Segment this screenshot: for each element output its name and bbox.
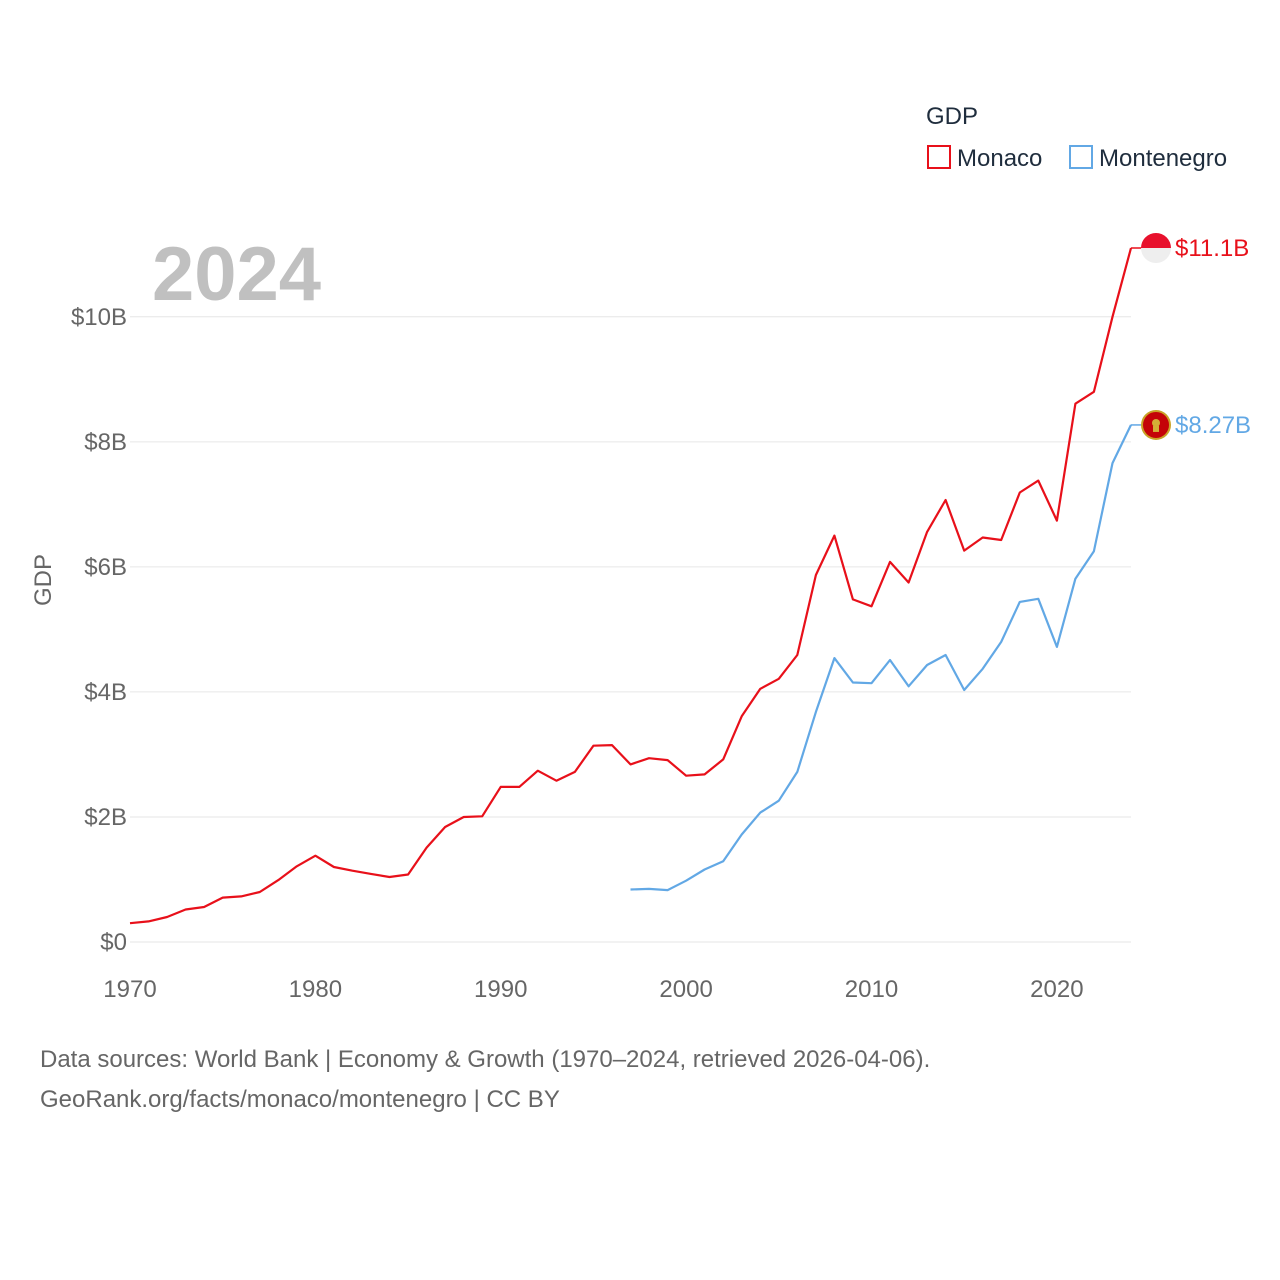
legend-swatch-montenegro xyxy=(1069,145,1093,169)
y-tick-label: $6B xyxy=(84,554,127,581)
gdp-line-chart: $0 $2B $4B $6B $8B $10B 1970 1980 1990 2000 2010 2… xyxy=(30,103,1251,1003)
y-axis-ticks: $0 $2B $4B $6B $8B $10B xyxy=(71,304,127,956)
year-label: 2024 xyxy=(152,232,321,317)
series-line-monaco xyxy=(129,247,1133,925)
legend-item-monaco[interactable]: Monaco xyxy=(927,145,1042,172)
y-axis-title: GDP xyxy=(30,554,57,606)
legend-label-montenegro: Montenegro xyxy=(1099,145,1227,172)
end-labels: $11.1B $8.27B xyxy=(1131,233,1251,440)
end-value-label-monaco: $11.1B xyxy=(1175,235,1249,262)
x-tick-label: 1990 xyxy=(474,976,527,1003)
y-tick-label: $4B xyxy=(84,679,127,706)
montenegro-flag-icon xyxy=(1141,409,1171,440)
y-tick-label: $2B xyxy=(84,804,127,831)
footer-link[interactable]: GeoRank.org/facts/monaco/montenegro | CC… xyxy=(40,1086,560,1113)
x-tick-label: 2020 xyxy=(1030,976,1083,1003)
legend[interactable]: GDP Monaco Montenegro xyxy=(926,103,1227,172)
x-axis-ticks: 1970 1980 1990 2000 2010 2020 xyxy=(103,976,1083,1003)
x-tick-label: 1970 xyxy=(103,976,156,1003)
y-tick-label: $8B xyxy=(84,429,127,456)
legend-title: GDP xyxy=(926,103,978,130)
x-tick-label: 2000 xyxy=(659,976,712,1003)
x-tick-label: 1980 xyxy=(289,976,342,1003)
footer-sources: Data sources: World Bank | Economy & Gro… xyxy=(40,1046,931,1073)
monaco-flag-icon xyxy=(1141,233,1171,263)
y-tick-label: $0 xyxy=(100,929,127,956)
y-tick-label: $10B xyxy=(71,304,127,331)
series-line-montenegro xyxy=(630,424,1132,892)
series-lines xyxy=(129,247,1133,925)
end-value-label-montenegro: $8.27B xyxy=(1175,412,1251,439)
grid-lines xyxy=(130,316,1131,943)
legend-item-montenegro[interactable]: Montenegro xyxy=(1069,145,1227,172)
x-tick-label: 2010 xyxy=(845,976,898,1003)
legend-label-monaco: Monaco xyxy=(957,145,1042,172)
footer: Data sources: World Bank | Economy & Gro… xyxy=(40,1040,930,1120)
legend-swatch-monaco xyxy=(927,145,951,169)
